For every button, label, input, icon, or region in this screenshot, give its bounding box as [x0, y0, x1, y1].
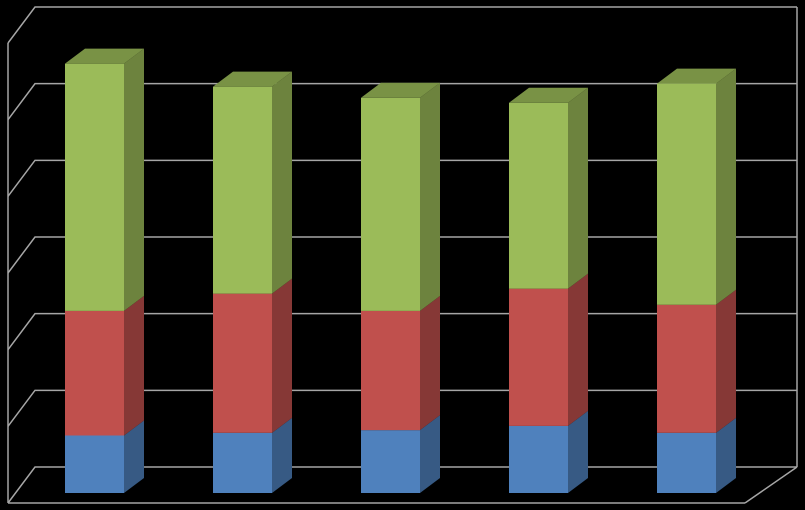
bar-side — [272, 71, 292, 294]
bar — [361, 430, 420, 493]
bar-side — [568, 273, 588, 426]
bar — [657, 83, 716, 305]
bar-side — [420, 82, 440, 311]
bar — [509, 425, 568, 493]
bar-side — [420, 295, 440, 431]
grid-line — [7, 6, 797, 44]
bar-side — [124, 420, 144, 493]
bar — [657, 432, 716, 493]
bar-top — [509, 87, 588, 103]
bar — [657, 304, 716, 433]
grid-line — [7, 82, 797, 121]
bar-top — [657, 68, 736, 84]
bar-top — [361, 82, 440, 98]
bar-side — [272, 417, 292, 493]
bar — [213, 432, 272, 493]
bar — [213, 293, 272, 433]
bar — [509, 288, 568, 426]
bar — [361, 97, 420, 311]
bar-side — [272, 278, 292, 433]
floor-right-edge — [744, 466, 798, 504]
bar-side — [716, 289, 736, 433]
bar — [65, 310, 124, 436]
bar-top — [213, 71, 292, 87]
bar — [509, 102, 568, 289]
bar — [361, 310, 420, 431]
bar — [65, 435, 124, 493]
bar — [65, 63, 124, 311]
bar-side — [568, 87, 588, 289]
bar-side — [716, 417, 736, 493]
bar — [213, 86, 272, 294]
bar-top — [65, 48, 144, 64]
bar-side — [568, 410, 588, 493]
bar-side — [124, 295, 144, 436]
bar-side — [124, 48, 144, 311]
bar-side — [420, 415, 440, 493]
bar-side — [716, 68, 736, 305]
